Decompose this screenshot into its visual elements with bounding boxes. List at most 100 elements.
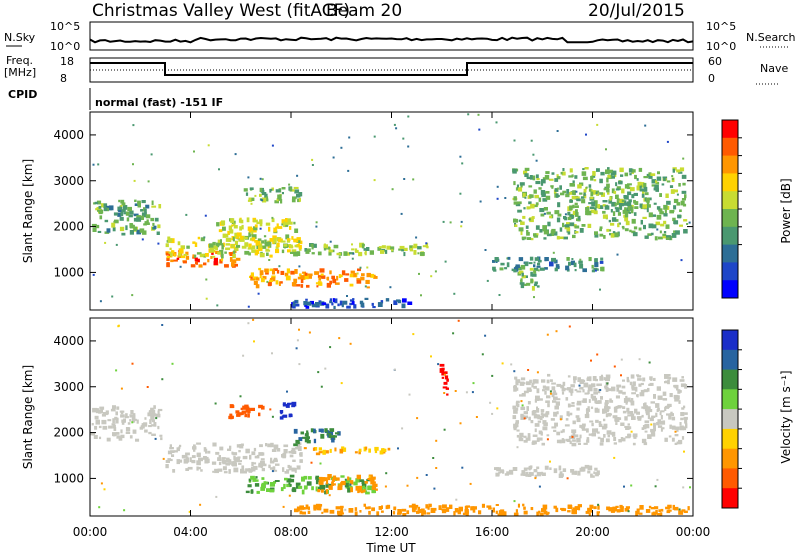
echo-cell: [551, 426, 557, 429]
echo-cell: [252, 228, 257, 233]
echo-cell: [574, 506, 580, 510]
echo-cell: [597, 204, 601, 209]
echo-cell: [582, 176, 588, 181]
echo-speckle: [420, 294, 422, 297]
echo-cell: [168, 251, 173, 254]
echo-cell: [619, 167, 624, 173]
echo-cell: [557, 265, 560, 269]
echo-cell: [673, 189, 678, 193]
echo-cell: [257, 238, 262, 241]
echo-cell: [298, 247, 302, 251]
echo-cell: [550, 418, 555, 421]
echo-cell: [498, 471, 501, 474]
echo-speckle: [620, 374, 622, 377]
nsky-series: [89, 36, 694, 44]
echo-cell: [560, 171, 563, 175]
echo-cell: [373, 276, 378, 279]
echo-cell: [266, 488, 271, 492]
echo-cell: [528, 389, 532, 392]
echo-cell: [571, 195, 576, 200]
echo-cell: [126, 217, 130, 222]
echo-cell: [325, 479, 329, 485]
echo-cell: [321, 275, 326, 279]
echo-cell: [453, 511, 456, 516]
echo-cell: [515, 420, 519, 424]
echo-speckle: [278, 265, 281, 268]
echo-cell: [600, 266, 603, 272]
echo-cell: [253, 226, 258, 231]
echo-speckle: [394, 368, 396, 371]
echo-cell: [559, 439, 562, 444]
echo-cell: [594, 207, 597, 211]
echo-cell: [622, 437, 626, 442]
echo-speckle: [199, 503, 202, 506]
echo-cell: [622, 410, 627, 414]
echo-cell: [94, 415, 99, 420]
echo-cell: [290, 449, 295, 454]
echo-speckle: [332, 156, 335, 159]
echo-cell: [677, 214, 682, 219]
echo-cell: [631, 218, 636, 224]
echo-cell: [682, 426, 687, 431]
echo-speckle: [597, 503, 600, 506]
echo-cell: [513, 409, 518, 414]
echo-cell: [183, 253, 188, 256]
echo-cell: [366, 286, 370, 289]
echo-cell: [593, 179, 597, 182]
echo-cell: [653, 425, 656, 430]
echo-cell: [632, 232, 638, 237]
echo-cell: [572, 180, 575, 183]
echo-cell: [273, 227, 277, 233]
echo-cell: [439, 368, 444, 373]
echo-cell: [322, 449, 326, 455]
echo-cell: [663, 231, 667, 234]
echo-cell: [500, 511, 505, 516]
echo-cell: [271, 275, 276, 278]
echo-cell: [574, 231, 579, 234]
echo-cell: [631, 392, 636, 395]
echo-cell: [642, 377, 646, 382]
echo-cell: [595, 428, 599, 432]
echo-cell: [536, 285, 540, 288]
echo-cell: [548, 178, 554, 181]
nave-tick-top: 60: [708, 55, 722, 68]
echo-cell: [647, 387, 650, 392]
echo-cell: [199, 254, 204, 258]
echo-cell: [323, 508, 329, 513]
echo-cell: [242, 405, 246, 410]
echo-cell: [605, 413, 609, 418]
echo-cell: [682, 182, 686, 186]
echo-cell: [381, 510, 384, 513]
echo-cell: [203, 456, 207, 460]
echo-cell: [341, 446, 345, 449]
echo-cell: [350, 487, 353, 493]
echo-cell: [611, 508, 616, 513]
echo-cell: [120, 212, 124, 217]
echo-cell: [681, 376, 684, 379]
echo-cell: [538, 187, 542, 190]
echo-cell: [264, 481, 268, 484]
echo-cell: [546, 395, 551, 399]
echo-cell: [562, 190, 567, 194]
echo-cell: [612, 170, 617, 175]
echo-speckle: [216, 304, 219, 307]
echo-cell: [276, 237, 280, 242]
echo-cell: [134, 203, 138, 206]
echo-cell: [170, 259, 174, 263]
echo-cell: [540, 181, 544, 186]
echo-cell: [676, 202, 681, 206]
echo-cell: [329, 300, 332, 304]
echo-cell: [363, 486, 367, 491]
echo-cell: [212, 241, 216, 246]
echo-cell: [624, 416, 628, 421]
echo-cell: [535, 202, 539, 206]
echo-cell: [561, 171, 566, 176]
echo-speckle: [268, 259, 271, 261]
echo-cell: [544, 257, 549, 262]
echo-cell: [250, 407, 255, 411]
echo-cell: [583, 191, 586, 196]
echo-cell: [401, 249, 404, 252]
echo-cell: [320, 273, 324, 276]
echo-cell: [252, 462, 257, 465]
echo-cell: [565, 224, 570, 228]
